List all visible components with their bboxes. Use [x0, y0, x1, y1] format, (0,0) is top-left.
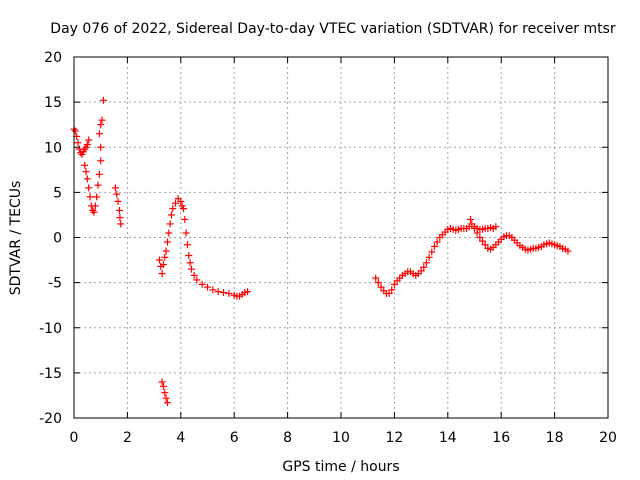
x-axis-label: GPS time / hours: [282, 459, 399, 475]
data-point: [183, 229, 190, 236]
sdtvar-chart: Day 076 of 2022, Sidereal Day-to-day VTE…: [0, 0, 640, 480]
data-point: [113, 191, 120, 198]
data-point: [168, 211, 175, 218]
data-point: [188, 266, 195, 273]
data-point: [167, 220, 174, 227]
y-tick-label: 10: [44, 140, 62, 156]
data-point: [115, 198, 122, 205]
data-point: [165, 229, 172, 236]
data-point: [116, 207, 123, 214]
x-tick-label: 0: [70, 430, 79, 446]
data-point: [97, 121, 104, 128]
data-point: [112, 184, 119, 191]
data-points: [71, 97, 572, 406]
data-point: [99, 117, 106, 124]
data-point: [467, 216, 474, 223]
y-tick-labels: -20 -15 -10 -5 0 5 10 15 20: [39, 50, 62, 427]
x-tick-label: 10: [332, 430, 350, 446]
data-point: [96, 130, 103, 137]
y-tick-label: -10: [39, 321, 62, 337]
x-tick-label: 20: [599, 430, 617, 446]
x-tick-label: 12: [385, 430, 403, 446]
data-point: [215, 288, 222, 295]
data-point: [161, 389, 168, 396]
x-tick-label: 18: [546, 430, 564, 446]
data-point: [225, 290, 232, 297]
data-point: [85, 184, 92, 191]
data-point: [185, 252, 192, 259]
data-point: [95, 182, 102, 189]
data-point: [84, 175, 91, 182]
data-point: [164, 399, 171, 406]
data-point: [97, 144, 104, 151]
data-point: [93, 193, 100, 200]
y-tick-label: -20: [39, 411, 62, 427]
x-tick-label: 4: [176, 430, 185, 446]
data-point: [96, 171, 103, 178]
data-point: [100, 97, 107, 104]
y-tick-label: 0: [53, 231, 62, 247]
chart-title: Day 076 of 2022, Sidereal Day-to-day VTE…: [50, 21, 616, 37]
data-point: [163, 248, 170, 255]
y-axis-label: SDTVAR / TECUs: [8, 181, 24, 296]
y-tick-label: 5: [53, 185, 62, 201]
y-tick-label: -5: [48, 276, 62, 292]
data-point: [116, 214, 123, 221]
data-point: [159, 270, 166, 277]
x-tick-label: 6: [230, 430, 239, 446]
data-point: [97, 157, 104, 164]
data-point: [220, 289, 227, 296]
x-tick-label: 8: [283, 430, 292, 446]
y-tick-label: -15: [39, 366, 62, 382]
x-tick-labels: 0 2 4 6 8 10 12 14 16 18 20: [70, 430, 617, 446]
data-point: [159, 378, 166, 385]
x-tick-label: 2: [123, 430, 132, 446]
y-tick-label: 20: [44, 50, 62, 66]
data-point: [72, 128, 79, 135]
grid-lines: [74, 57, 608, 418]
x-tick-label: 14: [439, 430, 457, 446]
data-point: [184, 241, 191, 248]
y-tick-label: 15: [44, 95, 62, 111]
data-point: [75, 139, 82, 146]
data-point: [85, 137, 92, 144]
data-point: [181, 216, 188, 223]
data-point: [83, 168, 90, 175]
data-point: [187, 259, 194, 266]
data-point: [163, 395, 170, 402]
data-point: [160, 383, 167, 390]
data-point: [91, 209, 98, 216]
data-point: [164, 239, 171, 246]
data-point: [81, 162, 88, 169]
data-point: [117, 220, 124, 227]
data-point: [87, 193, 94, 200]
x-tick-label: 16: [492, 430, 510, 446]
